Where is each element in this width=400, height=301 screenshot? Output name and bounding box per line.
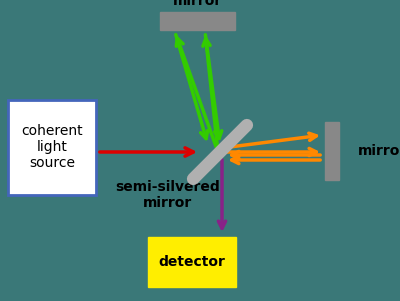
- Text: mirror: mirror: [172, 0, 222, 8]
- FancyBboxPatch shape: [148, 237, 236, 287]
- Text: mirror: mirror: [358, 144, 400, 158]
- Text: semi-silvered
mirror: semi-silvered mirror: [116, 180, 220, 210]
- Text: coherent
light
source: coherent light source: [21, 124, 83, 170]
- Text: detector: detector: [158, 255, 226, 269]
- FancyBboxPatch shape: [160, 12, 235, 30]
- FancyBboxPatch shape: [325, 122, 339, 180]
- FancyBboxPatch shape: [8, 100, 96, 195]
